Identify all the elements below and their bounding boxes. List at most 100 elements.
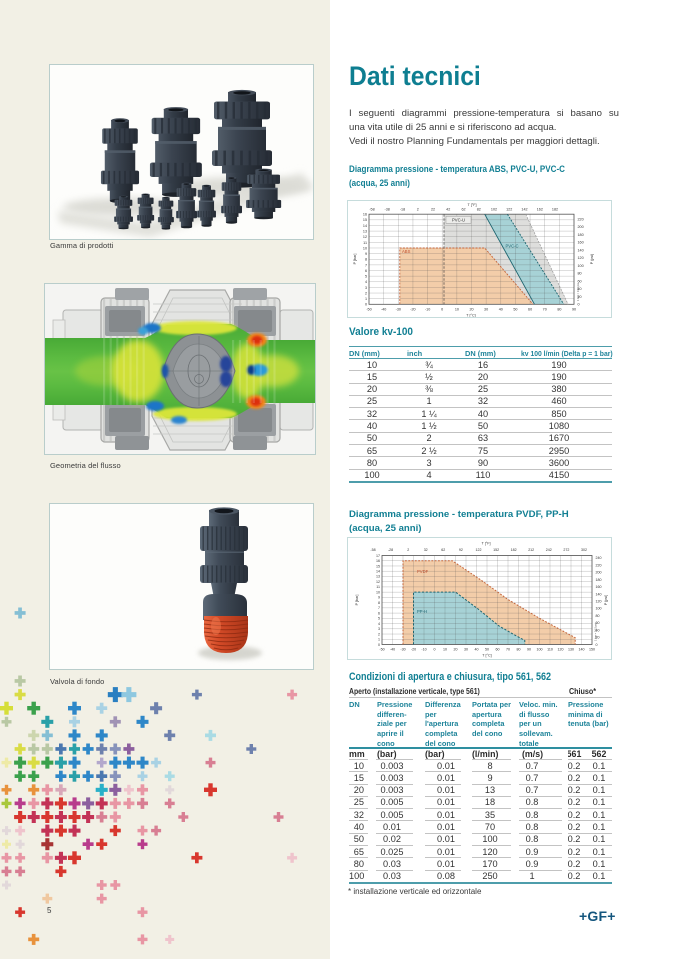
svg-text:16: 16 <box>363 213 367 217</box>
svg-text:120: 120 <box>578 256 584 260</box>
svg-text:3: 3 <box>365 286 367 290</box>
svg-text:-58: -58 <box>369 208 374 212</box>
svg-text:T [°C]: T [°C] <box>466 314 475 318</box>
svg-text:100: 100 <box>596 607 602 611</box>
svg-text:70: 70 <box>543 308 547 312</box>
svg-text:122: 122 <box>506 208 512 212</box>
svg-text:0: 0 <box>434 648 436 652</box>
svg-text:2: 2 <box>407 548 409 552</box>
svg-text:20: 20 <box>596 636 600 640</box>
svg-text:130: 130 <box>568 648 574 652</box>
svg-text:182: 182 <box>511 548 517 552</box>
svg-text:70: 70 <box>506 648 510 652</box>
svg-text:30: 30 <box>464 648 468 652</box>
svg-text:10: 10 <box>443 648 447 652</box>
svg-text:182: 182 <box>552 208 558 212</box>
svg-text:1: 1 <box>378 638 380 642</box>
svg-text:P (psi): P (psi) <box>590 254 594 265</box>
svg-text:PP-H: PP-H <box>417 609 427 614</box>
svg-text:22: 22 <box>431 208 435 212</box>
svg-text:-28: -28 <box>388 548 393 552</box>
svg-text:3: 3 <box>378 627 380 631</box>
svg-text:60: 60 <box>496 648 500 652</box>
svg-text:180: 180 <box>578 233 584 237</box>
svg-text:-58: -58 <box>370 548 375 552</box>
svg-text:8: 8 <box>365 258 367 262</box>
svg-text:15: 15 <box>376 564 380 568</box>
svg-text:40: 40 <box>475 648 479 652</box>
svg-text:102: 102 <box>491 208 497 212</box>
svg-text:120: 120 <box>558 648 564 652</box>
svg-text:212: 212 <box>528 548 534 552</box>
svg-text:0: 0 <box>578 303 580 307</box>
svg-text:8: 8 <box>378 601 380 605</box>
svg-text:220: 220 <box>596 563 602 567</box>
svg-text:-30: -30 <box>400 648 405 652</box>
svg-text:15: 15 <box>363 218 367 222</box>
svg-text:20: 20 <box>469 308 473 312</box>
svg-text:-10: -10 <box>421 648 426 652</box>
svg-text:-18: -18 <box>400 208 405 212</box>
svg-text:200: 200 <box>578 225 584 229</box>
svg-text:152: 152 <box>493 548 499 552</box>
svg-text:140: 140 <box>579 648 585 652</box>
svg-text:0: 0 <box>441 308 443 312</box>
svg-text:0: 0 <box>365 303 367 307</box>
svg-text:17: 17 <box>376 554 380 558</box>
svg-text:80: 80 <box>517 648 521 652</box>
svg-text:180: 180 <box>596 578 602 582</box>
svg-text:60: 60 <box>528 308 532 312</box>
svg-text:220: 220 <box>578 217 584 221</box>
svg-text:0: 0 <box>596 643 598 647</box>
svg-text:2: 2 <box>365 291 367 295</box>
svg-text:-20: -20 <box>411 648 416 652</box>
svg-text:14: 14 <box>363 224 367 228</box>
svg-text:-38: -38 <box>385 208 390 212</box>
svg-text:162: 162 <box>537 208 543 212</box>
svg-text:92: 92 <box>459 548 463 552</box>
svg-text:302: 302 <box>581 548 587 552</box>
svg-text:-50: -50 <box>379 648 384 652</box>
svg-text:10: 10 <box>376 590 380 594</box>
svg-text:60: 60 <box>578 279 582 283</box>
svg-text:7: 7 <box>378 606 380 610</box>
svg-text:16: 16 <box>376 559 380 563</box>
svg-text:14: 14 <box>376 570 380 574</box>
svg-text:272: 272 <box>563 548 569 552</box>
svg-text:9: 9 <box>378 596 380 600</box>
svg-text:11: 11 <box>376 585 380 589</box>
svg-text:50: 50 <box>485 648 489 652</box>
svg-text:-10: -10 <box>425 308 430 312</box>
svg-text:P [bar]: P [bar] <box>355 595 359 606</box>
svg-text:100: 100 <box>537 648 543 652</box>
svg-text:ABS: ABS <box>402 249 411 254</box>
svg-text:100: 100 <box>578 264 584 268</box>
svg-text:7: 7 <box>365 263 367 267</box>
svg-text:-20: -20 <box>410 308 415 312</box>
svg-text:120: 120 <box>596 600 602 604</box>
svg-text:12: 12 <box>363 235 367 239</box>
svg-text:80: 80 <box>596 614 600 618</box>
svg-text:32: 32 <box>424 548 428 552</box>
svg-text:9: 9 <box>365 252 367 256</box>
svg-text:T [°F]: T [°F] <box>468 203 477 207</box>
svg-text:20: 20 <box>454 648 458 652</box>
svg-text:140: 140 <box>596 592 602 596</box>
svg-text:10: 10 <box>455 308 459 312</box>
svg-text:160: 160 <box>596 585 602 589</box>
svg-text:P [psi]: P [psi] <box>604 595 608 605</box>
svg-text:122: 122 <box>476 548 482 552</box>
svg-text:40: 40 <box>578 287 582 291</box>
svg-text:10: 10 <box>363 246 367 250</box>
svg-text:PVDF: PVDF <box>417 569 429 574</box>
svg-text:62: 62 <box>461 208 465 212</box>
svg-text:0: 0 <box>378 643 380 647</box>
svg-text:50: 50 <box>513 308 517 312</box>
svg-text:140: 140 <box>578 248 584 252</box>
svg-text:160: 160 <box>578 241 584 245</box>
svg-text:6: 6 <box>365 269 367 273</box>
svg-text:150: 150 <box>589 648 595 652</box>
svg-text:242: 242 <box>546 548 552 552</box>
svg-text:2: 2 <box>417 208 419 212</box>
svg-text:-30: -30 <box>396 308 401 312</box>
